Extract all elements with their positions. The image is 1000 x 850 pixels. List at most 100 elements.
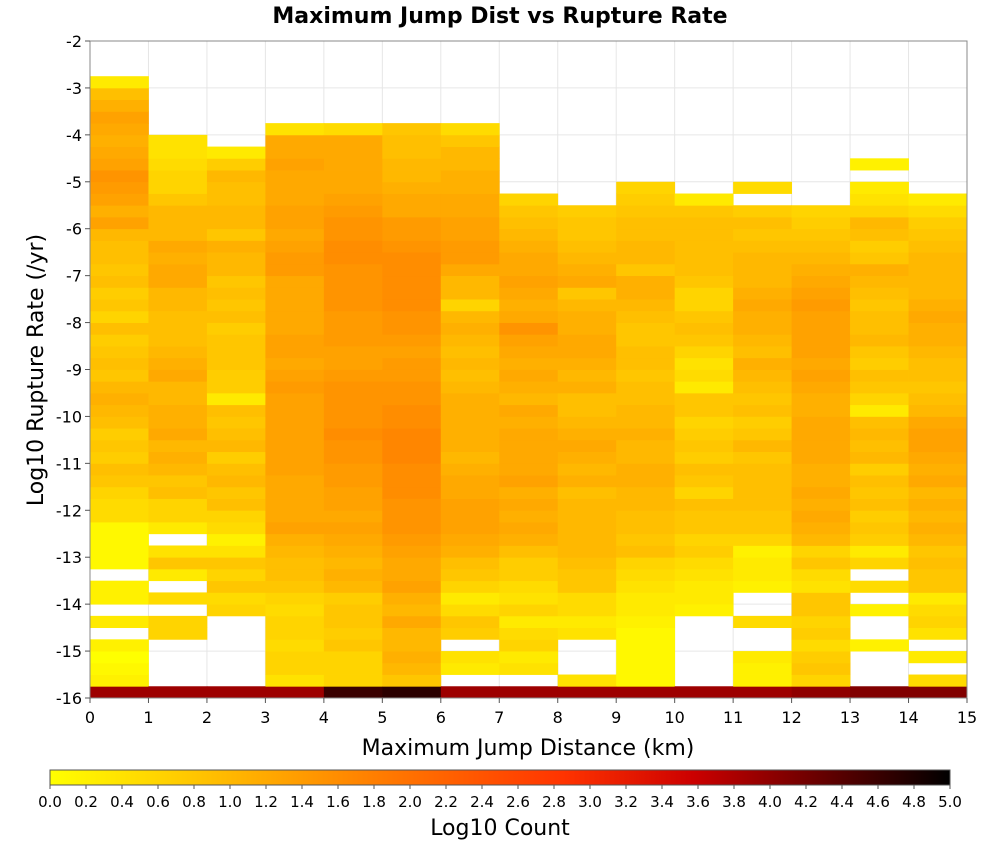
heatmap-cell xyxy=(148,522,208,535)
heatmap-cell xyxy=(499,580,559,593)
heatmap-cell xyxy=(90,475,149,488)
heatmap-cell xyxy=(206,498,266,511)
heatmap-cell xyxy=(499,545,559,558)
heatmap-cell xyxy=(265,615,325,629)
heatmap-cell xyxy=(440,463,500,476)
heatmap-cell xyxy=(674,463,734,476)
heatmap-cell xyxy=(323,392,383,406)
heatmap-cell xyxy=(499,275,559,288)
heatmap-cell xyxy=(557,522,617,535)
heatmap-cell xyxy=(265,428,325,441)
heatmap-cell xyxy=(265,357,325,370)
heatmap-cell xyxy=(382,228,442,241)
heatmap-cell xyxy=(90,592,149,605)
heatmap-cell xyxy=(850,263,909,277)
heatmap-cell xyxy=(557,216,617,230)
heatmap-cell xyxy=(323,252,383,265)
heatmap-cell xyxy=(557,510,617,523)
heatmap-cell xyxy=(733,463,792,476)
heatmap-cell xyxy=(440,604,500,617)
y-tick-label: -13 xyxy=(56,548,82,567)
heatmap-cell xyxy=(148,381,208,394)
heatmap-cell xyxy=(791,240,851,253)
heatmap-cell xyxy=(850,451,909,464)
heatmap-cell xyxy=(206,604,266,617)
heatmap-cell xyxy=(265,334,325,347)
heatmap-cell xyxy=(674,568,734,582)
heatmap-cell xyxy=(148,627,208,640)
colorbar-tick-label: 3.0 xyxy=(578,793,602,811)
heatmap-cell xyxy=(265,322,325,335)
heatmap-cell xyxy=(382,404,442,417)
heatmap-cell xyxy=(616,287,676,300)
x-tick-label: 2 xyxy=(202,708,212,727)
heatmap-cell xyxy=(499,510,559,523)
heatmap-cell xyxy=(850,498,909,511)
heatmap-cell xyxy=(90,545,149,558)
heatmap-cell xyxy=(90,651,149,664)
heatmap-cell xyxy=(148,451,208,464)
heatmap-cell xyxy=(674,580,734,593)
heatmap-cell xyxy=(206,275,266,288)
heatmap-cell xyxy=(791,545,851,558)
heatmap-cell xyxy=(265,240,325,253)
heatmap-cell xyxy=(733,392,792,406)
heatmap-cell xyxy=(90,404,149,417)
heatmap-cell xyxy=(148,428,208,441)
heatmap-cell xyxy=(265,193,325,206)
heatmap-cell xyxy=(90,99,149,112)
colorbar-tick-label: 2.6 xyxy=(506,793,530,811)
heatmap-cell xyxy=(206,522,266,535)
heatmap-cell xyxy=(908,240,968,253)
heatmap-cell xyxy=(323,216,383,230)
heatmap-cell xyxy=(557,346,617,359)
heatmap-cell xyxy=(791,615,851,629)
heatmap-cell xyxy=(850,322,909,335)
heatmap-cell xyxy=(499,651,559,664)
heatmap-cell xyxy=(90,381,149,394)
heatmap-cell xyxy=(265,287,325,300)
heatmap-cell xyxy=(90,639,149,652)
heatmap-cell xyxy=(674,240,734,253)
heatmap-cell xyxy=(206,439,266,453)
heatmap-cell xyxy=(90,369,149,382)
heatmap-cell xyxy=(382,580,442,593)
heatmap-cell xyxy=(440,686,500,699)
heatmap-cell xyxy=(616,404,676,417)
heatmap-cell xyxy=(440,123,500,136)
heatmap-cell xyxy=(440,205,500,218)
heatmap-cell xyxy=(908,674,968,687)
heatmap-cell xyxy=(557,686,617,699)
heatmap-cell xyxy=(90,252,149,265)
heatmap-cell xyxy=(733,451,792,464)
heatmap-cell xyxy=(557,322,617,335)
y-tick-label: -8 xyxy=(66,314,82,333)
heatmap-cell xyxy=(440,252,500,265)
heatmap-cell xyxy=(265,404,325,417)
heatmap-cell xyxy=(557,381,617,394)
heatmap-cell xyxy=(733,322,792,335)
heatmap-cell xyxy=(557,498,617,511)
heatmap-cell xyxy=(148,568,208,582)
colorbar-tick-label: 5.0 xyxy=(938,793,962,811)
heatmap-cell xyxy=(908,439,968,453)
x-tick-label: 13 xyxy=(840,708,860,727)
heatmap-cell xyxy=(557,439,617,453)
heatmap-cell xyxy=(265,651,325,664)
heatmap-cell xyxy=(908,651,968,664)
heatmap-cell xyxy=(616,615,676,629)
heatmap-cell xyxy=(148,263,208,277)
heatmap-cell xyxy=(206,428,266,441)
heatmap-cell xyxy=(265,533,325,546)
heatmap-cell xyxy=(850,334,909,347)
heatmap-cell xyxy=(791,475,851,488)
heatmap-cell xyxy=(440,498,500,511)
heatmap-cell xyxy=(206,240,266,253)
chart-title: Maximum Jump Dist vs Rupture Rate xyxy=(272,4,727,29)
heatmap-cell xyxy=(440,299,500,312)
heatmap-cell xyxy=(499,557,559,570)
heatmap-cell xyxy=(850,299,909,312)
heatmap-cell xyxy=(382,475,442,488)
heatmap-cell xyxy=(850,580,909,593)
heatmap-cell xyxy=(499,228,559,241)
